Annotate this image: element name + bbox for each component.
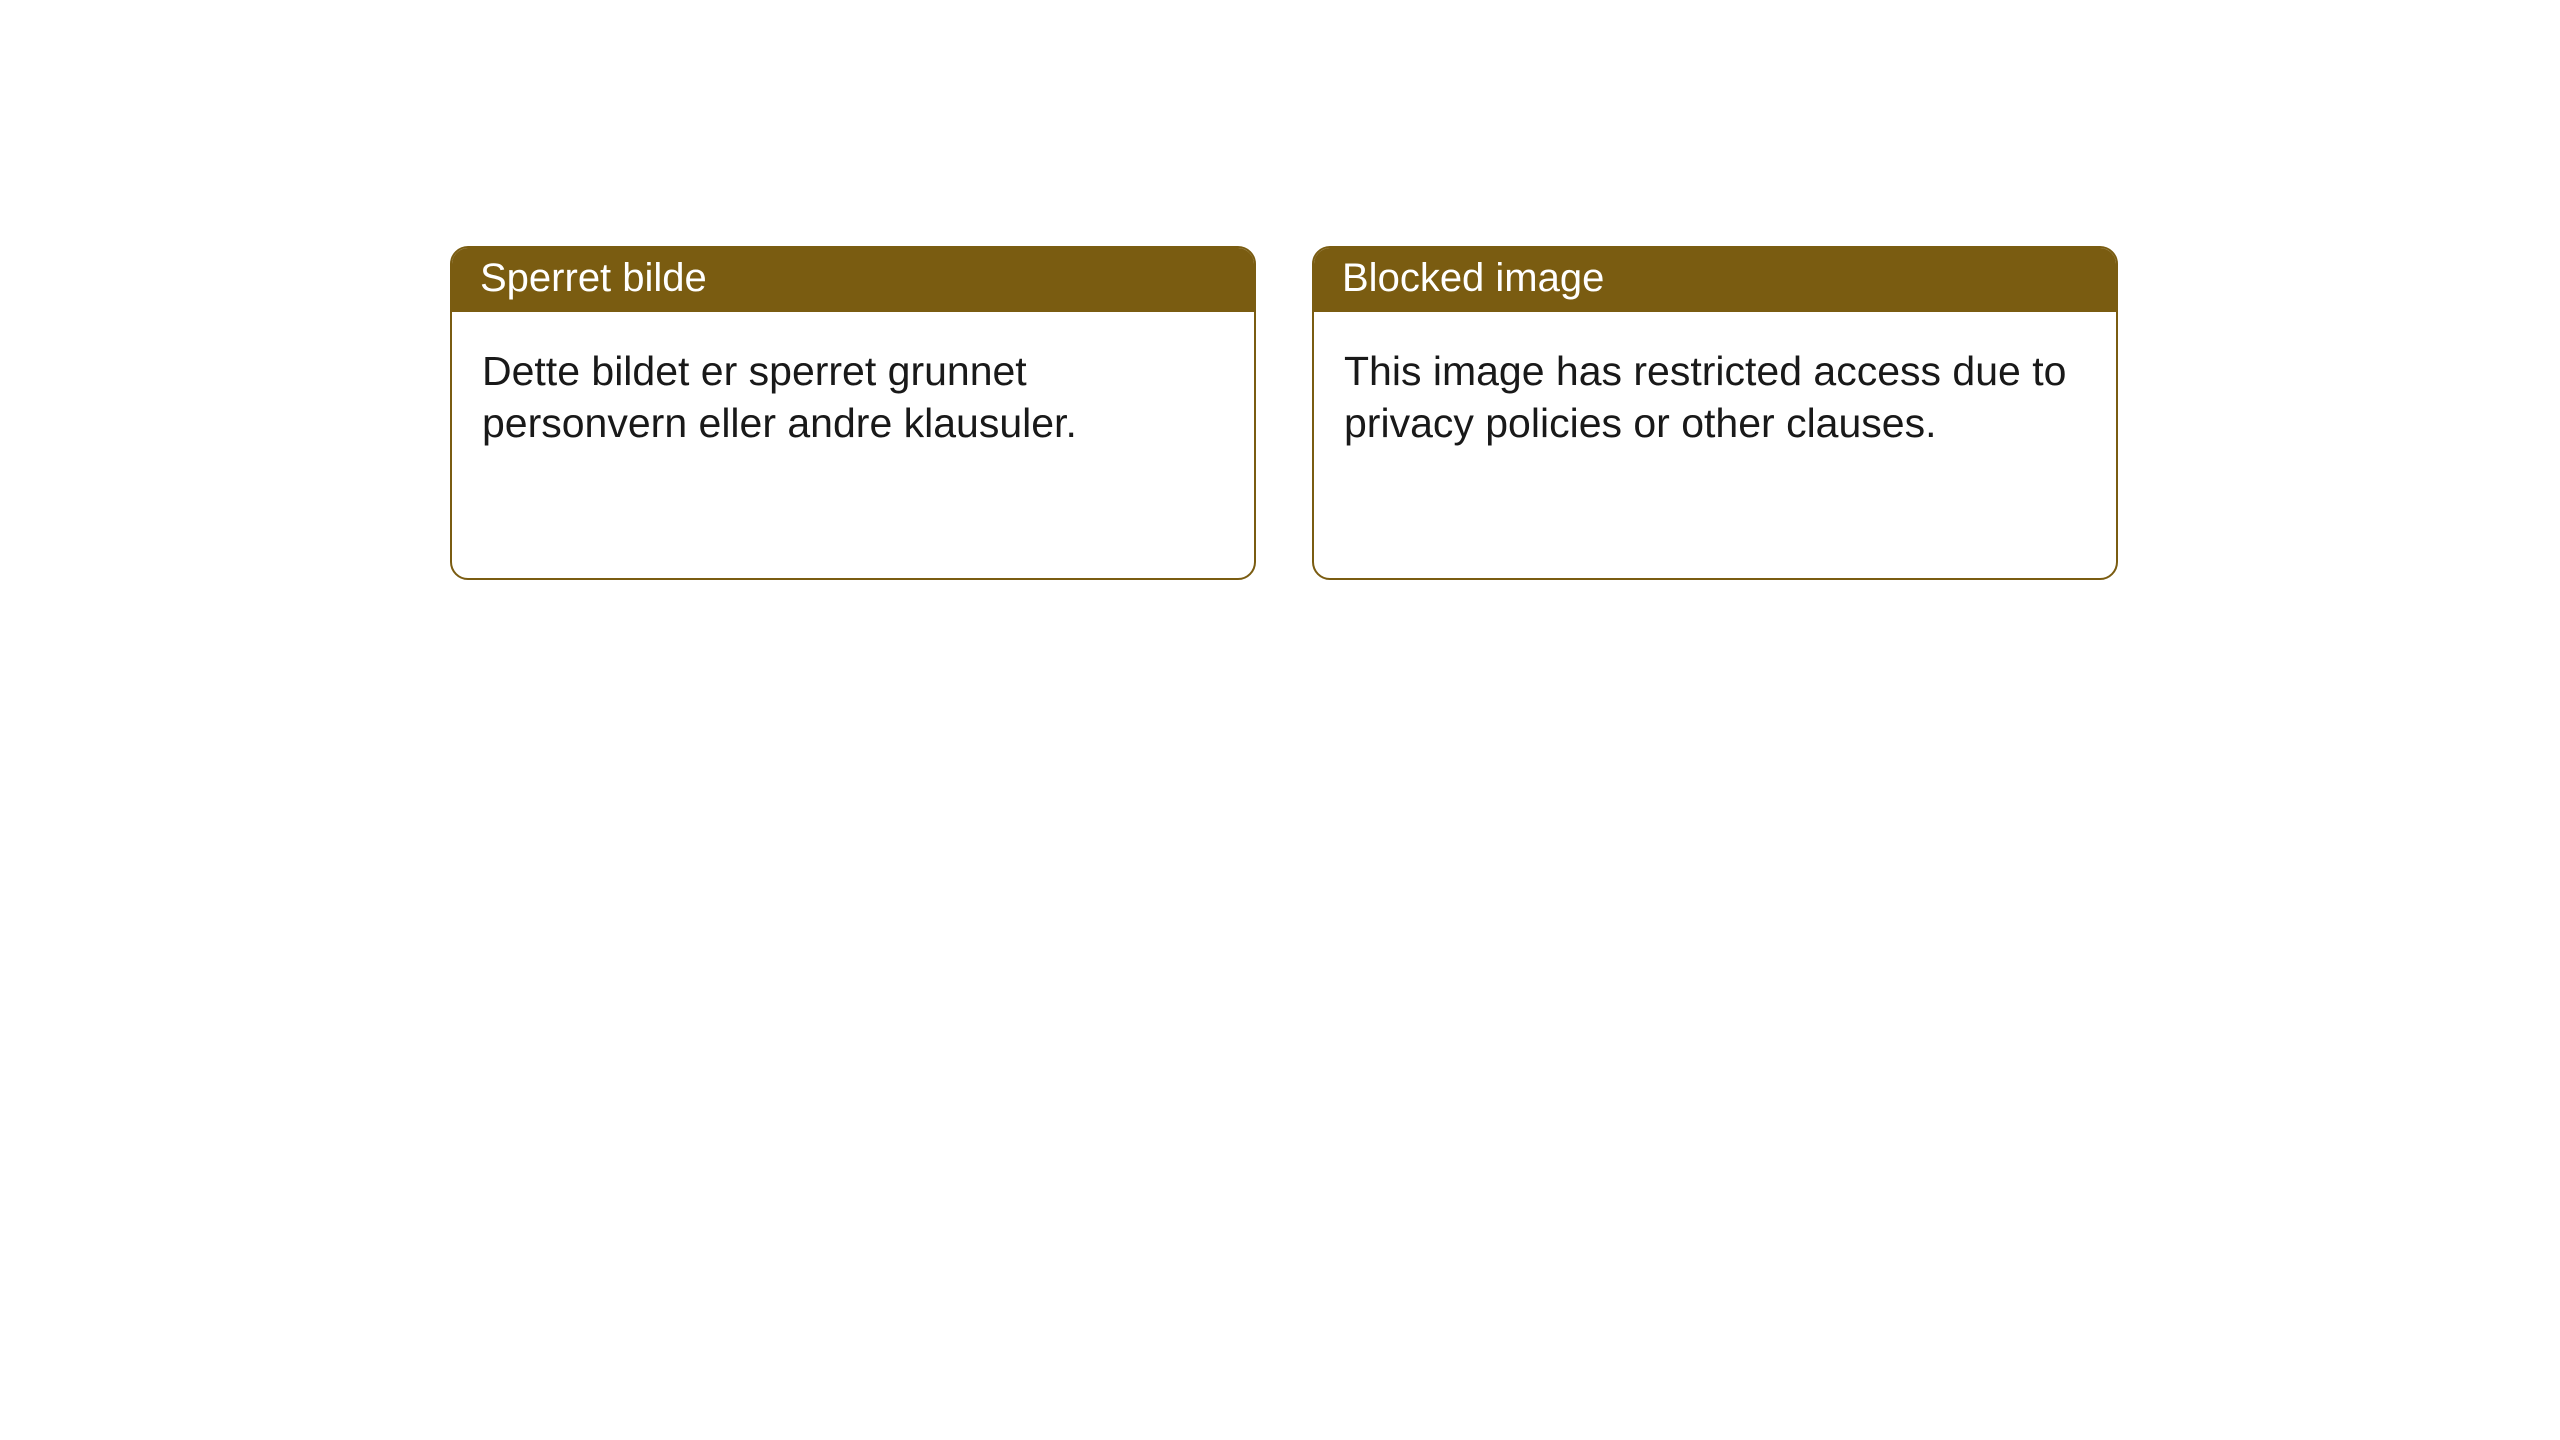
notice-cards-container: Sperret bilde Dette bildet er sperret gr… [450, 246, 2118, 580]
notice-header-no: Sperret bilde [452, 248, 1254, 312]
notice-body-no: Dette bildet er sperret grunnet personve… [452, 312, 1254, 483]
notice-body-en: This image has restricted access due to … [1314, 312, 2116, 483]
notice-header-en: Blocked image [1314, 248, 2116, 312]
notice-card-en: Blocked image This image has restricted … [1312, 246, 2118, 580]
notice-card-no: Sperret bilde Dette bildet er sperret gr… [450, 246, 1256, 580]
